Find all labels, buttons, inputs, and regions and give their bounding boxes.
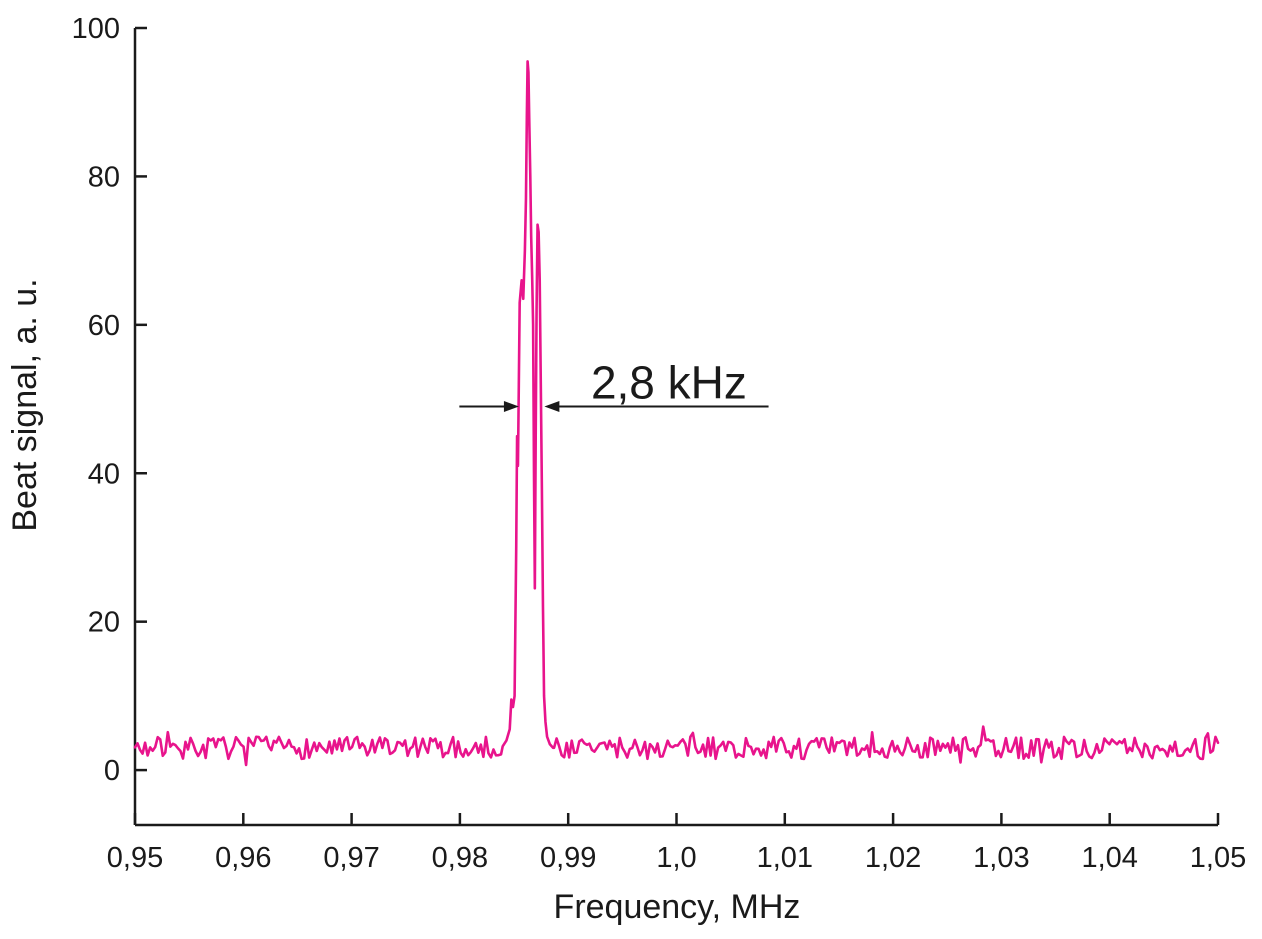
- x-tick-label: 1,04: [1081, 842, 1137, 874]
- x-tick-label: 0,97: [323, 842, 379, 874]
- y-axis-label: Beat signal, a. u.: [6, 278, 44, 531]
- x-tick-label: 1,03: [973, 842, 1029, 874]
- width-arrowhead-right-pointing: [503, 400, 519, 412]
- x-tick-label: 1,0: [656, 842, 696, 874]
- x-tick-label: 1,01: [757, 842, 813, 874]
- x-tick-label: 1,05: [1190, 842, 1246, 874]
- x-tick-label: 0,96: [215, 842, 271, 874]
- plot-area: 0 20 40 60 80 100 0,95 0,96 0,97 0,98 0,99 1,0 1,01 1…: [72, 13, 1247, 874]
- x-tick-label: 0,99: [540, 842, 596, 874]
- y-tick-label: 60: [88, 310, 120, 342]
- x-axis-label: Frequency, MHz: [554, 888, 801, 926]
- y-tick-label: 80: [88, 161, 120, 193]
- signal-line: [133, 60, 1220, 767]
- y-tick-label: 0: [104, 755, 120, 787]
- y-tick-label: 100: [72, 13, 120, 45]
- y-tick-label: 20: [88, 607, 120, 639]
- x-tick-label: 0,98: [432, 842, 488, 874]
- annotation-label: 2,8 kHz: [591, 356, 747, 408]
- y-tick-label: 40: [88, 458, 120, 490]
- x-tick-label: 0,95: [107, 842, 163, 874]
- x-tick-label: 1,02: [865, 842, 921, 874]
- width-arrowhead-left-pointing: [544, 400, 560, 412]
